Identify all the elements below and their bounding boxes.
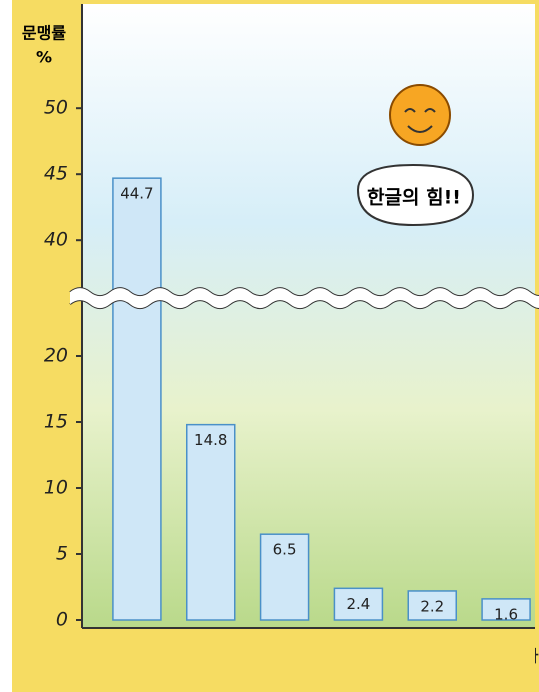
value-label: 14.8 [194,431,227,449]
value-label: 44.7 [120,185,153,203]
axis-break-fill [70,288,539,309]
bar [407,590,457,621]
y-tick-label: 45 [44,163,68,185]
bar [333,587,384,621]
y-tick-label: 15 [44,411,68,433]
y-tick-label: 10 [44,477,68,499]
y-tick-label: 5 [56,543,68,565]
y-label: % [36,48,52,67]
bar [112,177,162,621]
y-tick-label: 0 [56,609,68,631]
speech-bubble [356,163,475,227]
value-label: 2.2 [420,597,444,615]
y-tick-label: 20 [44,345,68,367]
sun [389,84,451,146]
bar [481,598,531,621]
bar [186,423,236,621]
y-tick-label: 50 [44,97,68,119]
y-label: 문맹률 [22,24,66,43]
baseline-band [82,628,535,692]
bar [259,533,310,621]
value-label: 6.5 [273,541,297,559]
y-tick-label: 40 [44,229,68,251]
value-label: 1.6 [494,605,518,623]
annotation: 한글의 힘!! [367,187,461,209]
value-label: 2.4 [346,595,370,613]
